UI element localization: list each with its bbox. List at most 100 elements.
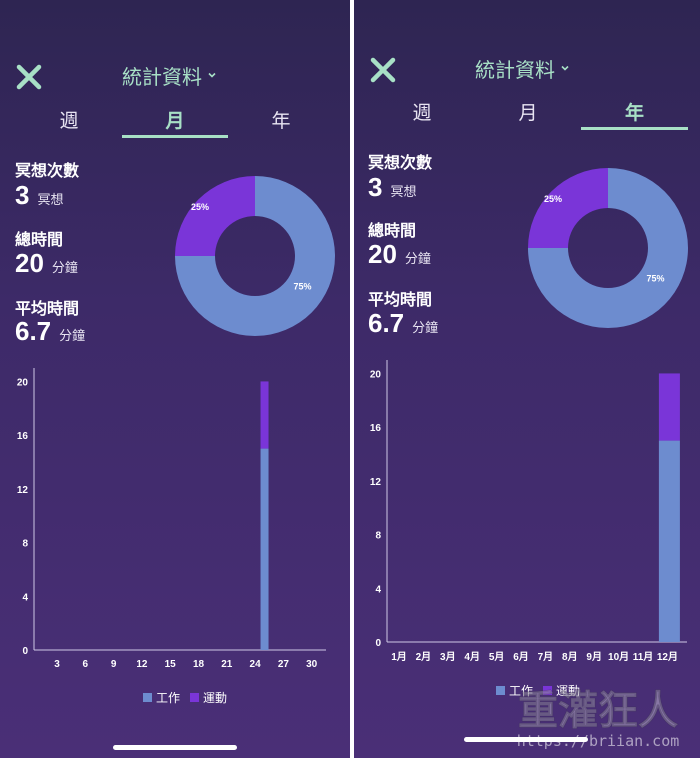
y-tick-label: 8	[375, 531, 381, 542]
x-tick-label: 4月	[464, 651, 480, 663]
chevron-down-icon	[208, 72, 216, 78]
monthly-bar-chart: 0 4 8 12 16 20 3 6 9 12 15 18 21 24 27 30	[17, 368, 326, 670]
total-time-value: 20	[15, 248, 44, 278]
legend-label-work: 工作	[156, 691, 181, 705]
average-time-unit: 分鐘	[59, 329, 86, 344]
x-tick-label: 9	[111, 659, 117, 670]
active-tab-indicator	[122, 135, 228, 138]
legend-swatch-sport	[543, 686, 553, 695]
donut-label-work: 75%	[646, 273, 664, 283]
donut-label-work: 75%	[293, 281, 311, 291]
bar-segment-work	[658, 440, 680, 642]
tab-month[interactable]: 月	[122, 100, 228, 138]
bar-segment-sport	[658, 373, 680, 441]
tab-month[interactable]: 月	[474, 92, 582, 130]
tab-week[interactable]: 週	[368, 92, 476, 130]
total-time-unit: 分鐘	[404, 252, 431, 267]
x-tick-label: 7月	[538, 651, 554, 663]
tab-year[interactable]: 年	[581, 92, 688, 130]
sessions-stat: 3 冥想	[15, 180, 63, 211]
x-tick-label: 12月	[657, 651, 678, 663]
y-tick-label: 4	[375, 584, 381, 595]
sessions-label: 冥想次數	[15, 161, 80, 180]
legend-item-work: 工作	[496, 682, 533, 699]
active-tab-indicator	[581, 127, 688, 130]
x-tick-label: 9月	[586, 651, 602, 663]
legend-swatch-work	[496, 686, 505, 695]
total-time-stat: 20 分鐘	[368, 239, 431, 270]
bar-segment-sport	[260, 381, 269, 449]
average-time-value: 6.7	[15, 316, 52, 346]
tab-year[interactable]: 年	[228, 100, 334, 138]
close-icon[interactable]	[368, 55, 398, 85]
sessions-label: 冥想次數	[368, 153, 433, 172]
panel-divider	[350, 0, 354, 758]
legend-label-sport: 運動	[203, 691, 228, 705]
y-tick-label: 4	[22, 592, 28, 603]
home-indicator[interactable]	[113, 745, 237, 750]
x-tick-label: 24	[250, 659, 262, 670]
x-tick-label: 15	[165, 659, 177, 670]
x-tick-label: 10月	[608, 651, 629, 663]
tab-year-label: 年	[624, 101, 644, 124]
x-tick-label: 6月	[513, 651, 529, 663]
x-tick-label: 3	[54, 659, 60, 670]
bar-segment-work	[260, 448, 269, 650]
total-time-unit: 分鐘	[51, 261, 78, 276]
site-watermark: 重灌狂人 https://briian.com	[517, 688, 680, 751]
sessions-unit: 冥想	[37, 193, 64, 208]
x-tick-label: 11月	[633, 651, 654, 663]
home-indicator[interactable]	[464, 737, 588, 742]
x-tick-label: 21	[221, 659, 233, 670]
yearly-bar-chart: 0 4 8 12 16 20 1月 2月 3月 4月 5月 6月 7月 8月 9月 10月 11月 12月	[370, 360, 687, 663]
y-tick-label: 16	[370, 423, 382, 434]
total-time-label: 總時間	[368, 221, 417, 240]
donut-slice-sport	[528, 168, 608, 248]
tab-week-label: 週	[412, 101, 432, 124]
average-time-label: 平均時間	[368, 290, 433, 309]
category-donut-chart: 75% 25%	[528, 168, 688, 328]
svg-text:https://briian.com: https://briian.com	[517, 732, 680, 750]
donut-slice-work	[175, 176, 335, 336]
x-tick-label: 30	[306, 659, 318, 670]
average-time-stat: 6.7 分鐘	[368, 308, 438, 339]
average-time-label: 平均時間	[15, 299, 80, 318]
y-tick-label: 0	[375, 638, 381, 649]
x-tick-label: 6	[83, 659, 89, 670]
tab-week-label: 週	[59, 109, 79, 132]
y-tick-label: 8	[22, 539, 28, 550]
average-time-value: 6.7	[368, 308, 405, 338]
stats-title-dropdown[interactable]: 統計資料	[122, 60, 217, 90]
tab-month-label: 月	[165, 109, 185, 132]
total-time-label: 總時間	[15, 230, 64, 249]
chart-legend: 工作 運動	[496, 682, 590, 699]
legend-swatch-sport	[190, 693, 200, 702]
sessions-value: 3	[368, 172, 383, 202]
y-tick-label: 20	[370, 369, 382, 380]
legend-item-work: 工作	[143, 689, 180, 706]
sessions-unit: 冥想	[390, 185, 417, 200]
page-title: 統計資料	[122, 64, 202, 89]
total-time-value: 20	[368, 239, 397, 269]
donut-label-sport: 25%	[191, 202, 209, 212]
y-tick-label: 12	[370, 477, 382, 488]
close-icon[interactable]	[14, 62, 44, 92]
donut-slice-sport	[175, 176, 255, 256]
x-tick-label: 27	[278, 659, 290, 670]
page-title: 統計資料	[475, 57, 555, 82]
stats-title-dropdown[interactable]: 統計資料	[475, 53, 570, 83]
x-tick-label: 8月	[562, 651, 578, 663]
total-time-stat: 20 分鐘	[15, 248, 78, 279]
x-tick-label: 12	[136, 659, 148, 670]
sessions-value: 3	[15, 180, 30, 210]
svg-text:重灌狂人: 重灌狂人	[518, 688, 678, 734]
y-tick-label: 12	[17, 485, 29, 496]
chevron-down-icon	[561, 65, 569, 71]
donut-slice-work	[528, 168, 688, 328]
y-tick-label: 0	[22, 646, 28, 657]
monthly-stats-panel: 統計資料 週 月 年 冥想次數 3 冥想 總時間 20 分鐘 平均時間 6.7 …	[0, 0, 350, 758]
tab-week[interactable]: 週	[16, 100, 122, 138]
x-tick-label: 5月	[489, 651, 505, 663]
legend-label-sport: 運動	[556, 684, 581, 698]
legend-item-sport: 運動	[190, 689, 227, 706]
